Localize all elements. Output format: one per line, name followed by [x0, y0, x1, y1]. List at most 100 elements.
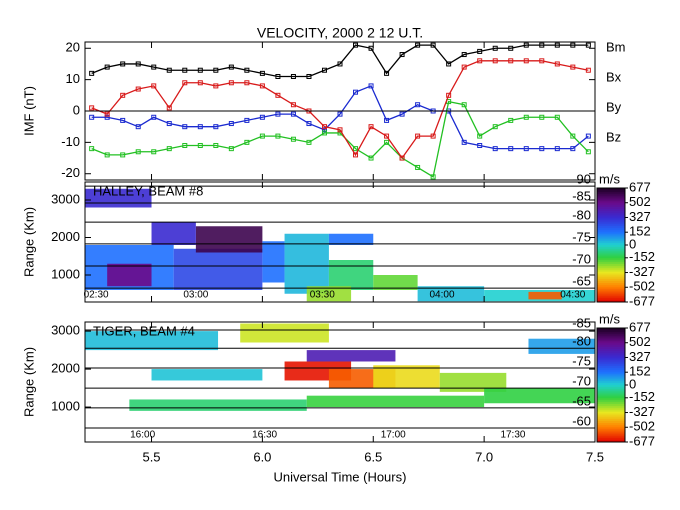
- point-marker: [477, 143, 483, 148]
- colorbar-band: [597, 343, 625, 346]
- colorbar-band: [597, 199, 625, 202]
- point-marker: [182, 67, 188, 73]
- colorbar-band: [597, 438, 625, 441]
- x-tick-label: 5.5: [142, 449, 160, 464]
- colorbar-band: [597, 364, 625, 367]
- colorbar-band: [597, 381, 625, 384]
- point-marker: [430, 174, 436, 180]
- colorbar-band: [597, 226, 625, 229]
- point-marker: [523, 42, 529, 48]
- velocity-cell: [151, 222, 196, 245]
- point-marker: [477, 58, 483, 64]
- point-marker: [415, 102, 421, 108]
- point-marker: [492, 124, 498, 130]
- colorbar-tick-label: 502: [629, 194, 651, 209]
- colorbar-band: [597, 227, 625, 231]
- point-marker: [244, 67, 250, 73]
- velocity-cell: [528, 291, 562, 300]
- colorbar-tick-label: -327: [629, 264, 655, 279]
- point-marker: [477, 133, 483, 139]
- colorbar-band: [597, 415, 625, 418]
- velocity-cell: [107, 263, 152, 287]
- x-tick-label: 6.5: [364, 449, 382, 464]
- colorbar-band: [597, 218, 625, 221]
- colorbar-band: [597, 345, 625, 348]
- colorbar-band: [597, 375, 625, 378]
- colorbar-band: [597, 235, 625, 238]
- velocity-cell: [306, 286, 352, 302]
- point-marker: [259, 83, 265, 89]
- colorbar-tick-label: 677: [629, 179, 651, 194]
- colorbar-band: [597, 267, 625, 271]
- colorbar-band: [597, 430, 625, 433]
- colorbar-band: [597, 386, 625, 390]
- point-marker: [151, 149, 157, 155]
- point-marker: [166, 67, 172, 73]
- plot-area: [85, 188, 595, 302]
- colorbar-band: [597, 281, 625, 284]
- colorbar-band: [597, 197, 625, 200]
- point-marker: [539, 146, 545, 152]
- velocity-cell: [373, 365, 440, 389]
- point-marker: [492, 58, 498, 64]
- chart-title: VELOCITY, 2000 2 12 U.T.: [257, 25, 423, 41]
- point-marker: [539, 58, 545, 64]
- colorbar-band: [597, 354, 625, 357]
- point-marker: [197, 80, 203, 86]
- point-marker: [337, 61, 343, 67]
- colorbar-band: [597, 367, 625, 371]
- point-marker: [430, 42, 436, 48]
- point-marker: [337, 111, 343, 117]
- point-marker: [477, 48, 483, 54]
- x-tick-label: 7.5: [586, 449, 604, 464]
- velocity-cell: [439, 372, 507, 392]
- colorbar-band: [597, 366, 625, 369]
- point-marker: [585, 67, 591, 73]
- point-marker: [415, 164, 421, 170]
- point-marker: [585, 133, 591, 139]
- colorbar-band: [597, 362, 625, 365]
- panel: -20 -10 0 10 20 IMF (nT) Bm Bx By Bz: [21, 39, 626, 181]
- point-marker: [259, 133, 265, 139]
- colorbar-band: [597, 237, 625, 240]
- colorbar-band: [597, 290, 625, 293]
- point-marker: [368, 124, 374, 130]
- point-marker: [259, 70, 265, 76]
- colorbar-band: [597, 341, 625, 344]
- panel: 1000 2000 3000 Range (Km) 5.5 6.0 6.5 7.0 7.5 Uni…: [21, 311, 655, 484]
- colorbar-band: [597, 440, 625, 443]
- colorbar-band: [597, 296, 625, 299]
- point-marker: [89, 70, 95, 76]
- latitude-label: -90: [572, 172, 591, 187]
- velocity-cell: [85, 331, 219, 351]
- velocity-cell: [129, 399, 307, 411]
- local-time-label: 04:30: [560, 290, 585, 301]
- colorbar-tick-label: -677: [629, 433, 655, 448]
- colorbar-band: [597, 273, 625, 276]
- colorbar-band: [597, 350, 625, 354]
- colorbar-tick-label: -152: [629, 249, 655, 264]
- point-marker: [539, 42, 545, 48]
- colorbar-band: [597, 258, 625, 261]
- colorbar-band: [597, 373, 625, 376]
- local-time-label: 16:30: [252, 430, 277, 441]
- point-marker: [508, 45, 514, 51]
- colorbar-band: [597, 432, 625, 435]
- point-marker: [508, 58, 514, 64]
- point-marker: [399, 52, 405, 58]
- velocity-cell: [284, 233, 329, 294]
- y-axis-label: Range (Km): [21, 207, 36, 277]
- colorbar-band: [597, 436, 625, 439]
- colorbar-band: [597, 205, 625, 208]
- point-marker: [461, 52, 467, 58]
- colorbar-band: [597, 358, 625, 361]
- colorbar-band: [597, 271, 625, 274]
- point-marker: [275, 74, 281, 79]
- colorbar-band: [597, 275, 625, 278]
- point-marker: [275, 92, 281, 98]
- point-marker: [104, 114, 110, 120]
- point-marker: [523, 146, 529, 152]
- y-tick-label: 20: [66, 40, 80, 55]
- point-marker: [135, 124, 141, 130]
- velocity-cell: [173, 248, 263, 290]
